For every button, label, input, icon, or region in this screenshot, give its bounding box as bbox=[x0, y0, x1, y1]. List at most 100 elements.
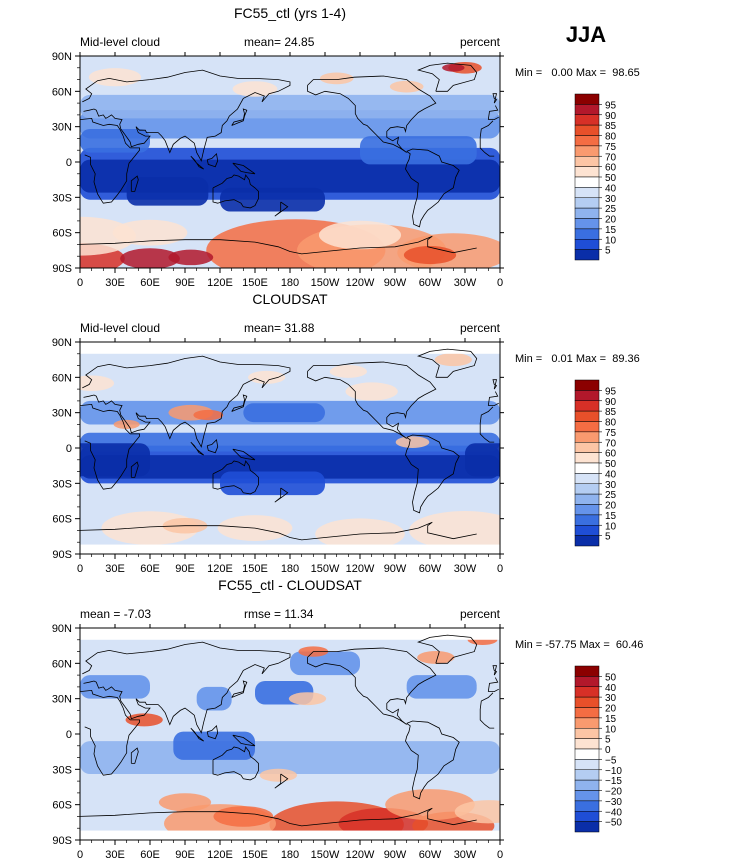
field-blob bbox=[112, 219, 188, 246]
panel-left-label: Mid-level cloud bbox=[80, 321, 160, 335]
colorbar-swatch bbox=[574, 431, 600, 443]
field-blob bbox=[113, 419, 140, 429]
coastline bbox=[130, 175, 139, 192]
x-tick-label: 60E bbox=[140, 849, 160, 861]
coastline bbox=[212, 746, 259, 781]
x-tick-label: 120E bbox=[207, 563, 233, 575]
x-tick-label: 60E bbox=[140, 563, 160, 575]
x-tick-label: 0 bbox=[77, 849, 83, 861]
colorbar-swatch bbox=[574, 504, 600, 516]
minmax-label: Min = 0.00 Max = 98.65 bbox=[515, 67, 640, 79]
x-tick-label: 150W bbox=[311, 277, 340, 289]
y-tick-label: 90N bbox=[52, 337, 72, 349]
colorbar-swatch bbox=[574, 769, 600, 781]
y-tick-label: 60S bbox=[52, 228, 72, 240]
coastline bbox=[206, 724, 219, 740]
panel-left-label: Mid-level cloud bbox=[80, 35, 160, 49]
coastline bbox=[274, 773, 289, 789]
panel-right-label: percent bbox=[460, 35, 501, 49]
x-tick-label: 60W bbox=[419, 849, 442, 861]
coastline bbox=[232, 448, 256, 461]
field-blob bbox=[247, 370, 286, 384]
field-blob bbox=[442, 63, 465, 72]
field-blob bbox=[168, 249, 214, 266]
coastline bbox=[492, 665, 498, 676]
colorbar-swatch bbox=[574, 218, 600, 230]
field-blob bbox=[385, 789, 475, 821]
colorbar-swatch bbox=[574, 452, 600, 464]
y-tick-label: 30N bbox=[52, 408, 72, 420]
field-blob bbox=[213, 806, 274, 827]
colorbar-swatch bbox=[574, 390, 600, 401]
minmax-label: Min = 0.01 Max = 89.36 bbox=[515, 353, 640, 365]
colorbar-label: 5 bbox=[605, 532, 611, 543]
x-tick-label: 90E bbox=[175, 849, 195, 861]
colorbar-label: 10 bbox=[605, 724, 617, 735]
colorbar-label: 75 bbox=[605, 142, 617, 153]
coastline bbox=[80, 689, 495, 776]
colorbar-swatch bbox=[574, 811, 600, 822]
field-band bbox=[465, 443, 500, 477]
coastline bbox=[417, 62, 478, 92]
colorbar-swatch bbox=[574, 156, 600, 167]
colorbar-label: 50 bbox=[605, 672, 617, 683]
colorbar-label: 50 bbox=[605, 173, 617, 184]
field-band bbox=[80, 741, 500, 775]
x-tick-label: 0 bbox=[497, 277, 503, 289]
x-tick-label: 120W bbox=[346, 277, 375, 289]
field-blob bbox=[193, 409, 224, 421]
colorbar-swatch bbox=[574, 493, 600, 505]
panel-2: CLOUDSAT Mid-level cloud mean= 31.88 percen… bbox=[52, 291, 640, 575]
colorbar-label: 40 bbox=[605, 183, 617, 194]
x-tick-label: 150E bbox=[242, 563, 268, 575]
colorbar-label: 15 bbox=[605, 511, 617, 522]
y-tick-label: 60N bbox=[52, 86, 72, 98]
y-tick-label: 0 bbox=[66, 729, 72, 741]
field-blob bbox=[409, 511, 500, 550]
colorbar-label: 30 bbox=[605, 480, 617, 491]
colorbar-label: 15 bbox=[605, 714, 617, 725]
x-tick-label: 90E bbox=[175, 563, 195, 575]
coastline bbox=[231, 394, 248, 412]
colorbar-label: 60 bbox=[605, 163, 617, 174]
coastline bbox=[80, 235, 477, 255]
colorbar-label: 10 bbox=[605, 235, 617, 246]
colorbar-swatch bbox=[574, 738, 600, 750]
y-tick-label: 90S bbox=[52, 263, 72, 275]
panel-right-label: percent bbox=[460, 607, 501, 621]
coastline bbox=[130, 461, 139, 478]
y-tick-label: 60N bbox=[52, 658, 72, 670]
field-band bbox=[126, 177, 209, 206]
coastline bbox=[232, 162, 256, 175]
y-tick-label: 30N bbox=[52, 122, 72, 134]
y-tick-label: 90S bbox=[52, 549, 72, 561]
coastline bbox=[405, 148, 460, 228]
x-tick-label: 60W bbox=[419, 277, 442, 289]
y-tick-label: 60S bbox=[52, 800, 72, 812]
colorbar-swatch bbox=[574, 207, 600, 219]
x-tick-label: 120E bbox=[207, 849, 233, 861]
field-band bbox=[173, 731, 255, 760]
colorbar-label: 80 bbox=[605, 418, 617, 429]
y-tick-label: 30S bbox=[52, 478, 72, 490]
y-tick-label: 90N bbox=[52, 51, 72, 63]
panel-title: FC55_ctl (yrs 1-4) bbox=[234, 5, 346, 21]
colorbar-label: 30 bbox=[605, 194, 617, 205]
coastline bbox=[307, 647, 437, 725]
season-label: JJA bbox=[566, 22, 606, 47]
colorbar-label: 90 bbox=[605, 111, 617, 122]
coastlines bbox=[80, 634, 499, 827]
map-field bbox=[80, 628, 500, 840]
no-data-north bbox=[80, 342, 500, 354]
field-band bbox=[360, 136, 477, 165]
colorbar-label: −20 bbox=[605, 787, 622, 798]
coastline bbox=[190, 727, 204, 742]
colorbar-swatch bbox=[574, 535, 600, 547]
colorbar-swatch bbox=[574, 104, 600, 115]
colorbar-label: −10 bbox=[605, 766, 622, 777]
colorbar-swatch bbox=[574, 187, 600, 198]
panel-center-label: mean= 24.85 bbox=[244, 35, 315, 49]
colorbar-swatch bbox=[574, 166, 600, 178]
no-data-north bbox=[80, 628, 500, 640]
colorbar-swatch bbox=[574, 93, 600, 105]
